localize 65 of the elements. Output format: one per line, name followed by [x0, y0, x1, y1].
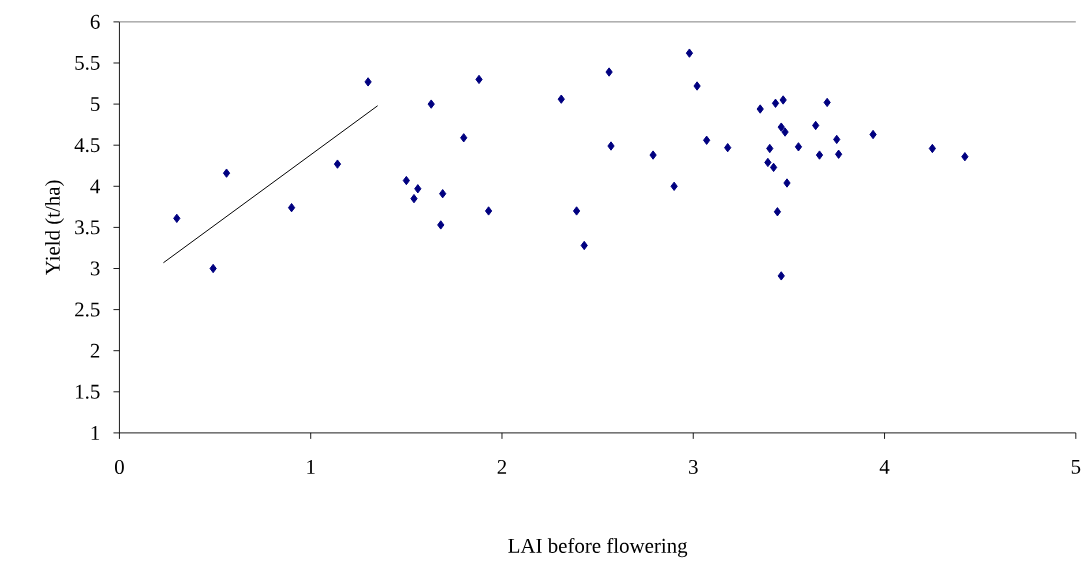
x-axis-title: LAI before flowering	[508, 537, 688, 558]
point	[437, 220, 445, 230]
point	[333, 159, 342, 169]
point	[961, 151, 969, 162]
y-tick-label: 1	[91, 425, 100, 440]
point	[427, 99, 435, 109]
y-tick-label: 2	[90, 343, 100, 358]
point	[580, 240, 588, 251]
point	[287, 202, 296, 213]
point	[222, 168, 231, 178]
point	[572, 206, 581, 216]
x-tick-label: 5	[1071, 459, 1081, 474]
point	[756, 104, 764, 114]
point	[869, 129, 877, 140]
point	[402, 175, 410, 186]
point	[766, 143, 774, 154]
point	[693, 81, 701, 91]
point	[835, 149, 843, 159]
point	[764, 157, 772, 168]
point	[815, 150, 824, 160]
y-tick-label: 4.5	[74, 138, 100, 153]
point	[649, 150, 657, 160]
y-tick-label: 3.5	[75, 220, 100, 235]
point	[685, 48, 694, 58]
point	[607, 141, 615, 151]
point	[209, 263, 217, 274]
y-axis-title: Yield (t/ha)	[45, 180, 65, 275]
y-tick-label: 1.5	[76, 384, 100, 399]
point	[724, 142, 732, 153]
point	[670, 181, 678, 191]
y-tick-label: 6	[90, 14, 100, 29]
y-tick-label: 3	[90, 261, 100, 276]
point	[769, 162, 778, 172]
y-tick-label: 5	[91, 97, 100, 111]
x-tick-label: 4	[879, 459, 890, 474]
x-tick-label: 3	[689, 459, 698, 474]
point	[364, 77, 372, 87]
point	[410, 193, 418, 204]
point	[475, 74, 483, 85]
point	[460, 133, 468, 143]
point	[823, 97, 831, 108]
point	[605, 67, 613, 77]
point	[781, 127, 789, 137]
point	[703, 135, 711, 145]
point	[414, 184, 422, 194]
point	[773, 207, 782, 217]
point	[777, 271, 785, 281]
point	[484, 206, 493, 216]
y-tick-label: 5.5	[75, 55, 100, 70]
x-tick-label: 1	[307, 459, 315, 474]
y-tick-label: 4	[90, 179, 100, 194]
point	[777, 122, 785, 132]
point	[833, 134, 841, 145]
y-tick-label: 2.5	[75, 302, 100, 317]
x-tick-label: 2	[497, 459, 507, 474]
point	[557, 94, 565, 104]
point	[794, 142, 803, 152]
point	[439, 188, 447, 199]
point	[779, 95, 787, 105]
point	[812, 120, 820, 131]
point	[173, 213, 181, 223]
x-tick-label: 0	[115, 459, 124, 474]
point	[783, 178, 791, 188]
point	[771, 98, 780, 108]
point	[928, 143, 936, 154]
